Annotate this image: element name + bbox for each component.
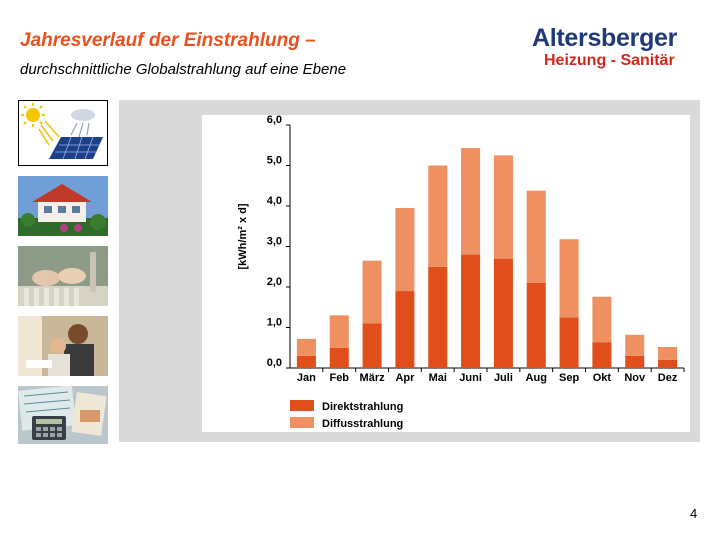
x-tick-label: Juni xyxy=(459,372,482,384)
bar-diffusstrahlung xyxy=(461,148,481,255)
legend-swatch xyxy=(290,400,314,411)
bar-direktstrahlung xyxy=(296,355,316,368)
bar-direktstrahlung xyxy=(526,282,546,368)
bar-direktstrahlung xyxy=(559,317,579,368)
bar-direktstrahlung xyxy=(461,254,481,368)
legend-label: Direktstrahlung xyxy=(322,401,403,413)
y-tick-label: 3,0 xyxy=(267,236,282,248)
bar-direktstrahlung xyxy=(362,323,382,368)
bar-direktstrahlung xyxy=(395,291,415,368)
x-tick-label: Dez xyxy=(658,372,678,384)
bar-direktstrahlung xyxy=(493,258,513,368)
y-tick-label: 2,0 xyxy=(267,276,282,288)
x-tick-label: Nov xyxy=(624,372,646,384)
solar-panel-icon xyxy=(18,100,108,166)
logo-company-name: Altersberger xyxy=(532,24,678,52)
slide-subtitle: durchschnittliche Globalstrahlung auf ei… xyxy=(20,61,347,78)
x-tick-label: Okt xyxy=(593,372,612,384)
stacked-bar-chart: 0,0 1,0 2,0 3,0 4,0 5,0 6,0 [kWh/m² x d] Jan Feb M… xyxy=(237,115,685,430)
bar-direktstrahlung xyxy=(658,359,678,368)
bar-direktstrahlung xyxy=(329,347,349,368)
x-tick-label: Aug xyxy=(526,372,547,384)
x-tick-label: März xyxy=(360,372,386,384)
bar-diffusstrahlung xyxy=(428,165,448,267)
y-tick-label: 0,0 xyxy=(267,357,282,369)
y-tick-label: 5,0 xyxy=(267,155,282,167)
x-tick-label: Mai xyxy=(429,372,447,384)
y-tick-label: 1,0 xyxy=(267,317,282,329)
x-tick-label: Feb xyxy=(329,372,349,384)
bar-direktstrahlung xyxy=(592,342,612,368)
x-tick-label: Jan xyxy=(297,372,316,384)
bar-direktstrahlung xyxy=(625,355,645,368)
y-tick-label: 6,0 xyxy=(267,115,282,126)
page-number: 4 xyxy=(690,506,698,521)
bar-diffusstrahlung xyxy=(296,338,316,356)
bar-diffusstrahlung xyxy=(362,260,382,324)
bar-direktstrahlung xyxy=(428,266,448,368)
legend-label: Diffusstrahlung xyxy=(322,418,403,430)
logo-tagline: Heizung - Sanitär xyxy=(544,52,675,69)
calculator-documents-photo-icon xyxy=(18,386,108,444)
bar-diffusstrahlung xyxy=(658,346,678,360)
x-tick-label: Apr xyxy=(395,372,415,384)
bar-diffusstrahlung xyxy=(592,296,612,343)
y-axis-label: [kWh/m² x d] xyxy=(237,203,249,269)
bar-diffusstrahlung xyxy=(395,208,415,292)
y-tick-label: 4,0 xyxy=(267,195,282,207)
company-logo: Altersberger Heizung - Sanitär xyxy=(532,24,702,74)
bar-diffusstrahlung xyxy=(329,315,349,348)
house-photo-icon xyxy=(18,176,108,236)
bar-diffusstrahlung xyxy=(526,190,546,283)
bar-diffusstrahlung xyxy=(493,155,513,259)
slide-title: Jahresverlauf der Einstrahlung – xyxy=(20,30,316,51)
chart-area: 0,0 1,0 2,0 3,0 4,0 5,0 6,0 [kWh/m² x d] Jan Feb M… xyxy=(202,115,690,432)
legend-swatch xyxy=(290,417,314,428)
x-tick-label: Sep xyxy=(559,372,579,384)
radiator-feet-photo-icon xyxy=(18,246,108,306)
family-photo-icon xyxy=(18,316,108,376)
bar-diffusstrahlung xyxy=(559,239,579,318)
x-tick-label: Juli xyxy=(494,372,513,384)
bar-diffusstrahlung xyxy=(625,334,645,356)
